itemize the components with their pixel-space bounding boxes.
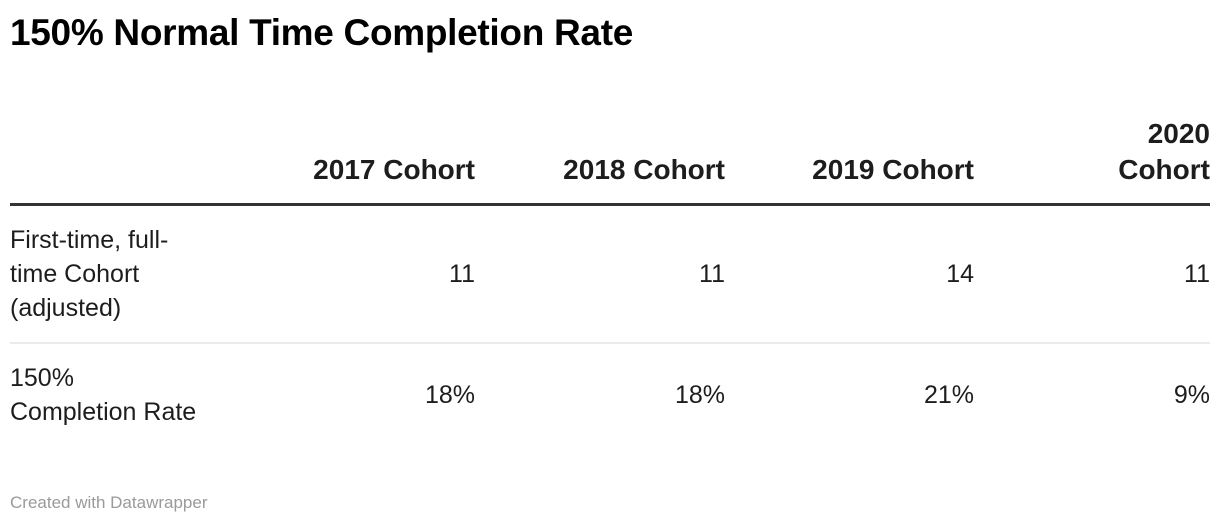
chart-title: 150% Normal Time Completion Rate <box>10 12 633 53</box>
datawrapper-attribution-link[interactable]: Created with Datawrapper <box>10 492 208 512</box>
table-row: 150% Completion Rate 18% 18% 21% 9% <box>10 343 1210 446</box>
cell-cohort-2018: 11 <box>475 204 725 344</box>
column-header-2018: 2018 Cohort <box>475 116 725 206</box>
column-header-2020: 2020 Cohort <box>974 116 1210 206</box>
cell-cohort-2017: 11 <box>225 204 475 344</box>
cell-cohort-2020: 11 <box>974 204 1210 344</box>
corner-cell <box>10 116 225 206</box>
column-header-2019: 2019 Cohort <box>725 116 974 206</box>
column-header-2017: 2017 Cohort <box>225 116 475 206</box>
cell-rate-2017: 18% <box>424 380 475 409</box>
table-row: First-time, full-time Cohort (adjusted) … <box>10 204 1210 344</box>
cell-cohort-2019: 14 <box>725 204 974 344</box>
cell-rate-2019: 21% <box>923 380 974 409</box>
data-table: 2017 Cohort 2018 Cohort 2019 Cohort 2020… <box>10 116 1210 446</box>
row-label-cohort-adjusted: First-time, full-time Cohort (adjusted) <box>10 204 225 344</box>
row-label-completion-rate: 150% Completion Rate <box>10 363 197 426</box>
table-header-row: 2017 Cohort 2018 Cohort 2019 Cohort 2020… <box>10 116 1210 206</box>
cell-rate-2018: 18% <box>674 380 725 409</box>
column-header-2020-label: 2020 Cohort <box>1118 118 1210 186</box>
cell-rate-2020: 9% <box>1173 380 1210 409</box>
